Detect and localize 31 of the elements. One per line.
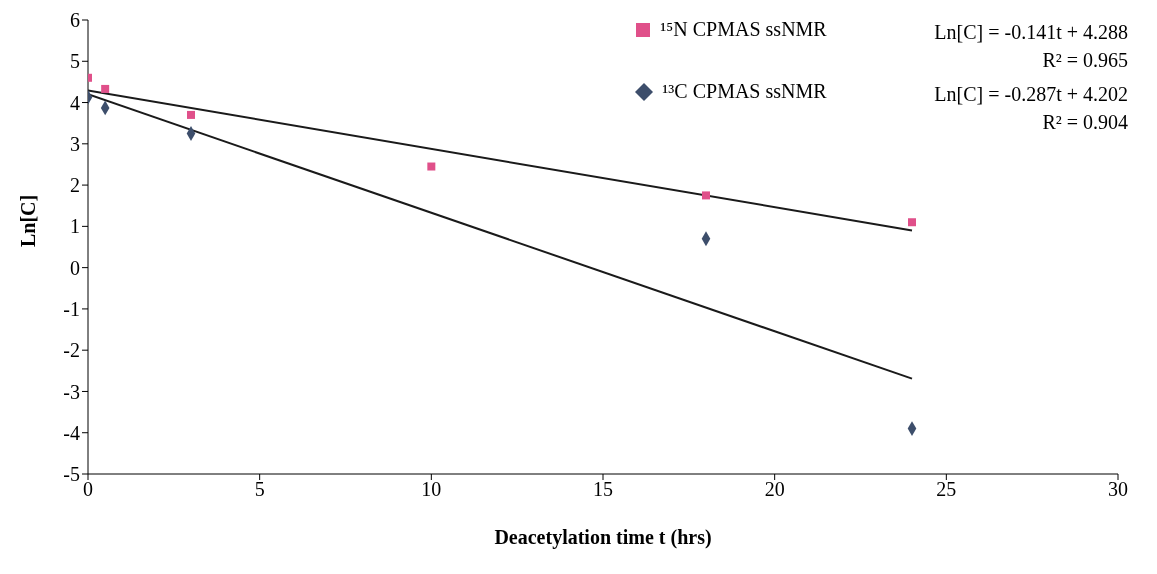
annotation: Ln[C] = -0.287t + 4.202	[934, 82, 1128, 107]
legend-label: ¹³C CPMAS ssNMR	[662, 80, 827, 103]
annotation: Ln[C] = -0.141t + 4.288	[934, 20, 1128, 45]
y-axis-title: Ln[C]	[17, 194, 40, 247]
point	[101, 84, 110, 93]
point	[427, 162, 436, 171]
y-tick-label: 5	[70, 50, 80, 73]
y-tick-label: 2	[70, 174, 80, 197]
x-tick-label: 15	[593, 478, 613, 501]
x-tick-label: 30	[1108, 478, 1128, 501]
point	[908, 218, 916, 227]
legend-label: ¹⁵N CPMAS ssNMR	[660, 18, 827, 41]
x-tick-label: 20	[764, 478, 785, 501]
y-tick-label: 0	[70, 256, 80, 279]
y-tick-label: -1	[63, 298, 80, 321]
y-tick-label: -4	[63, 421, 80, 444]
y-tick-label: 6	[70, 9, 80, 32]
annotation: R² = 0.904	[1041, 110, 1128, 135]
x-tick-label: 10	[421, 478, 442, 501]
y-tick-label: 1	[70, 215, 80, 238]
y-tick-label: -5	[63, 463, 80, 486]
y-tick-label: 4	[70, 91, 80, 114]
y-tick-label: 3	[70, 132, 80, 155]
annotation: R² = 0.965	[1041, 48, 1128, 73]
x-axis-title: Deacetylation time t (hrs)	[494, 526, 712, 549]
point	[187, 110, 195, 119]
x-tick-label: 25	[936, 478, 957, 501]
point	[702, 191, 710, 200]
x-tick-label: 5	[254, 478, 265, 501]
y-tick-label: -2	[63, 339, 80, 362]
y-tick-label: -3	[63, 380, 80, 403]
